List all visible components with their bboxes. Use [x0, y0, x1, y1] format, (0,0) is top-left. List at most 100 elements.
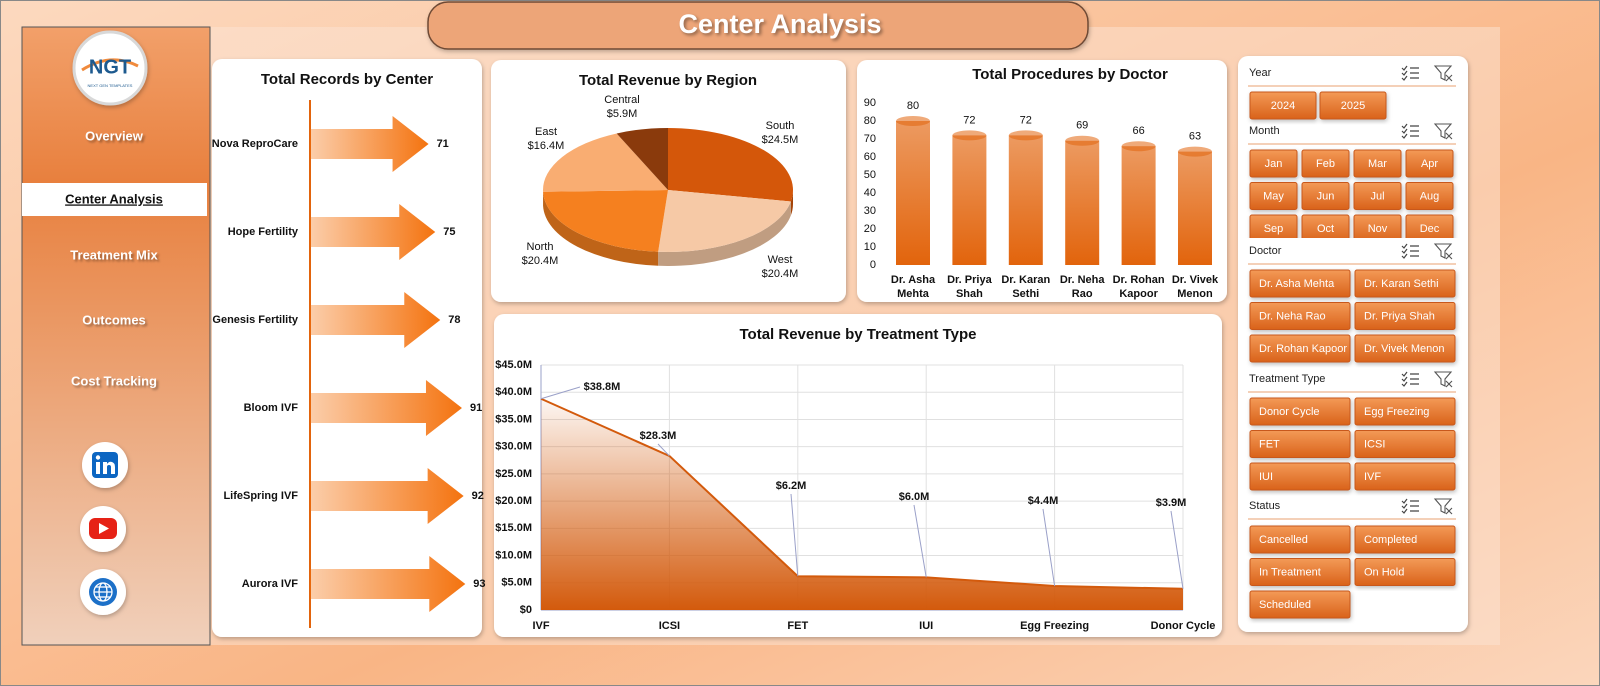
slicer-button-label[interactable]: In Treatment — [1259, 566, 1321, 578]
slicer-button-label[interactable]: Dec — [1420, 223, 1440, 235]
slicer-button-label[interactable]: ICSI — [1364, 438, 1385, 450]
slicer-button-label[interactable]: IUI — [1259, 471, 1273, 483]
slicer-button-label[interactable]: Aug — [1420, 190, 1440, 202]
slicer-button-label[interactable]: Oct — [1317, 223, 1334, 235]
slicer-button-label[interactable]: Egg Freezing — [1364, 406, 1429, 418]
clear-filter-icon[interactable] — [1433, 65, 1453, 82]
data-label: 69 — [1076, 120, 1088, 132]
multiselect-icon[interactable] — [1401, 248, 1419, 254]
slicer-button-label[interactable]: Jan — [1265, 158, 1283, 170]
slicer-button-label[interactable]: On Hold — [1364, 566, 1404, 578]
slicer-button[interactable]: Jul — [1353, 182, 1402, 210]
slicer-button[interactable]: Dr. Vivek Menon — [1354, 334, 1456, 363]
multiselect-icon[interactable] — [1401, 503, 1419, 509]
nav-item[interactable]: Treatment Mix — [70, 247, 158, 262]
multiselect-icon[interactable] — [1401, 381, 1419, 387]
multiselect-icon[interactable] — [1401, 253, 1419, 259]
slicer-button[interactable]: IVF — [1354, 462, 1456, 491]
slicer-button[interactable]: 2025 — [1319, 91, 1387, 120]
slicer-button[interactable]: Dr. Neha Rao — [1249, 302, 1351, 330]
y-tick-label: $45.0M — [495, 359, 532, 371]
multiselect-icon[interactable] — [1401, 123, 1419, 129]
nav-item[interactable]: Outcomes — [82, 312, 146, 327]
slicer-button[interactable]: Donor Cycle — [1249, 397, 1351, 426]
slicer-button[interactable]: FET — [1249, 430, 1351, 458]
slicer-button-label[interactable]: Cancelled — [1259, 534, 1308, 546]
nav-item[interactable]: Center Analysis — [65, 191, 163, 206]
slicer-button-label[interactable]: Donor Cycle — [1259, 406, 1320, 418]
slicer-button-label[interactable]: Mar — [1368, 158, 1387, 170]
slicer-button-label[interactable]: Nov — [1368, 223, 1388, 235]
pie-slice — [658, 190, 791, 252]
slicer-button[interactable]: IUI — [1249, 462, 1351, 491]
slicer-button[interactable]: Oct — [1301, 214, 1350, 242]
pie-slice — [668, 128, 793, 202]
slicer-button[interactable]: Nov — [1353, 214, 1402, 242]
youtube-button[interactable] — [80, 506, 126, 552]
slicer-button-label[interactable]: Dr. Neha Rao — [1259, 310, 1326, 322]
slicer-button[interactable]: Dr. Priya Shah — [1354, 302, 1456, 330]
slicer-button[interactable]: Jan — [1249, 149, 1298, 178]
slicer-button-label[interactable]: FET — [1259, 438, 1280, 450]
slicer-button-label[interactable]: IVF — [1364, 471, 1381, 483]
x-tick-label: Dr. Vivek Menon — [1171, 274, 1219, 300]
slicer-button-label[interactable]: Apr — [1421, 158, 1438, 170]
linkedin-button[interactable] — [82, 442, 128, 488]
slicer-button-label[interactable]: Dr. Karan Sethi — [1364, 278, 1439, 290]
clear-filter-icon[interactable] — [1433, 498, 1453, 515]
slicer-button-label[interactable]: Feb — [1316, 158, 1335, 170]
arrow-bar — [310, 292, 441, 348]
slicer-button[interactable]: Dr. Karan Sethi — [1354, 269, 1456, 298]
multiselect-icon[interactable] — [1401, 133, 1419, 139]
slicer-button-label[interactable]: 2025 — [1341, 100, 1365, 112]
multiselect-icon[interactable] — [1401, 498, 1419, 504]
slicer-button[interactable]: Cancelled — [1249, 525, 1351, 554]
slicer-button-label[interactable]: Completed — [1364, 534, 1417, 546]
slicer-button[interactable]: Egg Freezing — [1354, 397, 1456, 426]
slicer-button-label[interactable]: Dr. Priya Shah — [1364, 310, 1435, 322]
multiselect-icon[interactable] — [1401, 75, 1419, 81]
slicer-button[interactable]: In Treatment — [1249, 558, 1351, 586]
nav-item[interactable]: Overview — [85, 128, 144, 143]
multiselect-icon[interactable] — [1401, 243, 1419, 249]
multiselect-icon[interactable] — [1401, 376, 1419, 382]
slicer-button-label[interactable]: Jul — [1370, 190, 1384, 202]
slicer-button-label[interactable]: Sep — [1264, 223, 1284, 235]
website-button[interactable] — [80, 569, 126, 615]
slicer-button[interactable]: May — [1249, 182, 1298, 210]
slicer-button-label[interactable]: Dr. Vivek Menon — [1364, 343, 1445, 355]
slicer-button-label[interactable]: Dr. Rohan Kapoor — [1259, 343, 1347, 355]
slicer-button[interactable]: Completed — [1354, 525, 1456, 554]
multiselect-icon[interactable] — [1401, 65, 1419, 71]
slicer-button[interactable]: On Hold — [1354, 558, 1456, 586]
slicer-button-label[interactable]: May — [1263, 190, 1284, 202]
nav-item[interactable]: Cost Tracking — [71, 373, 157, 388]
slicer-button-label[interactable]: Dr. Asha Mehta — [1259, 278, 1335, 290]
slicer-button-label[interactable]: Scheduled — [1259, 599, 1311, 611]
bar-cap — [1008, 130, 1043, 141]
clear-filter-icon[interactable] — [1433, 123, 1453, 140]
multiselect-icon[interactable] — [1401, 371, 1419, 377]
clear-filter-icon[interactable] — [1433, 371, 1453, 388]
multiselect-icon[interactable] — [1401, 508, 1419, 514]
slicer-button-label[interactable]: Jun — [1317, 190, 1335, 202]
clear-filter-icon[interactable] — [1433, 243, 1453, 260]
slicer-button[interactable]: Aug — [1405, 182, 1454, 210]
y-tick-label: $35.0M — [495, 413, 532, 425]
slicer-button-label[interactable]: 2024 — [1271, 100, 1295, 112]
multiselect-icon[interactable] — [1401, 128, 1419, 134]
slicer-button[interactable]: Apr — [1405, 149, 1454, 178]
slicer-button-bg — [1249, 182, 1298, 210]
multiselect-icon[interactable] — [1401, 70, 1419, 76]
slicer-button[interactable]: 2024 — [1249, 91, 1317, 120]
slicer-button[interactable]: Scheduled — [1249, 590, 1351, 619]
slicer-button[interactable]: Jun — [1301, 182, 1350, 210]
y-tick-label: 50 — [864, 169, 876, 181]
slicer-button[interactable]: Feb — [1301, 149, 1350, 178]
slicer-button[interactable]: Dr. Asha Mehta — [1249, 269, 1351, 298]
slicer-button[interactable]: Sep — [1249, 214, 1298, 242]
slicer-button[interactable]: Mar — [1353, 149, 1402, 178]
slicer-button[interactable]: Dec — [1405, 214, 1454, 242]
slicer-button[interactable]: Dr. Rohan Kapoor — [1249, 334, 1351, 363]
slicer-button[interactable]: ICSI — [1354, 430, 1456, 458]
